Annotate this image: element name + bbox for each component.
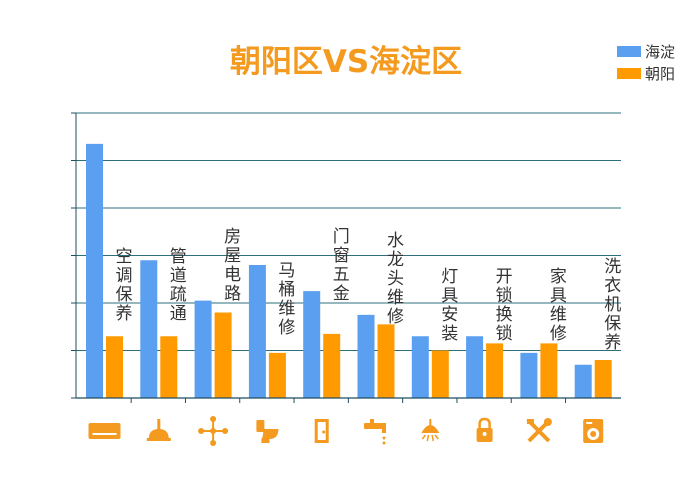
- bar-haidian: [411, 336, 429, 398]
- legend-swatch-chaoyang: [617, 67, 641, 79]
- bar-chaoyang: [323, 333, 341, 398]
- washing-machine-icon: [583, 419, 604, 443]
- bar-chaoyang: [431, 350, 449, 398]
- air-conditioner-icon: [88, 423, 121, 439]
- padlock-icon: [476, 417, 493, 442]
- plunger-icon: [146, 419, 171, 441]
- bar-chaoyang: [377, 324, 395, 398]
- gridlines: [76, 112, 621, 351]
- category-label: 空调保养: [116, 247, 133, 324]
- toilet-icon: [256, 420, 279, 443]
- axes: [71, 112, 621, 403]
- bar-chaoyang: [540, 343, 558, 398]
- legend-label-chaoyang: 朝阳: [645, 64, 676, 83]
- door-icon: [314, 419, 329, 443]
- legend: 海淀 朝阳: [617, 40, 675, 84]
- legend-swatch-haidian: [617, 45, 641, 57]
- faucet-icon: [364, 419, 386, 445]
- bar-haidian: [248, 265, 266, 398]
- bar-chaoyang: [214, 312, 232, 398]
- bar-haidian: [357, 314, 375, 398]
- category-label: 马桶维修: [278, 261, 295, 338]
- category-label: 房屋电路: [224, 227, 241, 304]
- category-label: 开锁换锁: [496, 267, 513, 344]
- bar-haidian: [574, 364, 592, 398]
- category-label: 管道疏通: [170, 247, 187, 324]
- bar-chaoyang: [160, 336, 178, 398]
- category-label: 水龙头维修: [387, 231, 404, 327]
- category-label: 家具维修: [550, 267, 567, 344]
- bar-haidian: [466, 336, 484, 398]
- chart-title: 朝阳区VS海淀区: [229, 44, 463, 80]
- legend-item-haidian: 海淀: [617, 40, 675, 62]
- category-labels: 空调保养 管道疏通 房屋电路 马桶维修 门窗五金 水龙头维修 灯具安装 开锁换锁 家具维修 洗衣机…: [116, 227, 622, 353]
- category-icons: [88, 416, 604, 446]
- bars: [86, 143, 612, 398]
- bar-haidian: [303, 291, 321, 398]
- legend-label-haidian: 海淀: [645, 42, 676, 61]
- category-label: 门窗五金: [333, 227, 350, 304]
- circuit-icon: [198, 416, 229, 446]
- category-label: 灯具安装: [441, 267, 458, 344]
- bar-haidian: [86, 143, 103, 398]
- bar-haidian: [194, 300, 212, 398]
- legend-item-chaoyang: 朝阳: [617, 62, 675, 84]
- lamp-icon: [421, 419, 440, 442]
- bar-haidian: [520, 352, 538, 398]
- bar-chaoyang: [106, 336, 123, 398]
- bar-chaoyang: [486, 343, 504, 398]
- bar-chaoyang: [594, 360, 612, 398]
- tools-icon: [526, 418, 552, 443]
- category-label: 洗衣机保养: [604, 257, 621, 353]
- bar-chaoyang: [268, 352, 286, 398]
- bar-haidian: [140, 260, 158, 398]
